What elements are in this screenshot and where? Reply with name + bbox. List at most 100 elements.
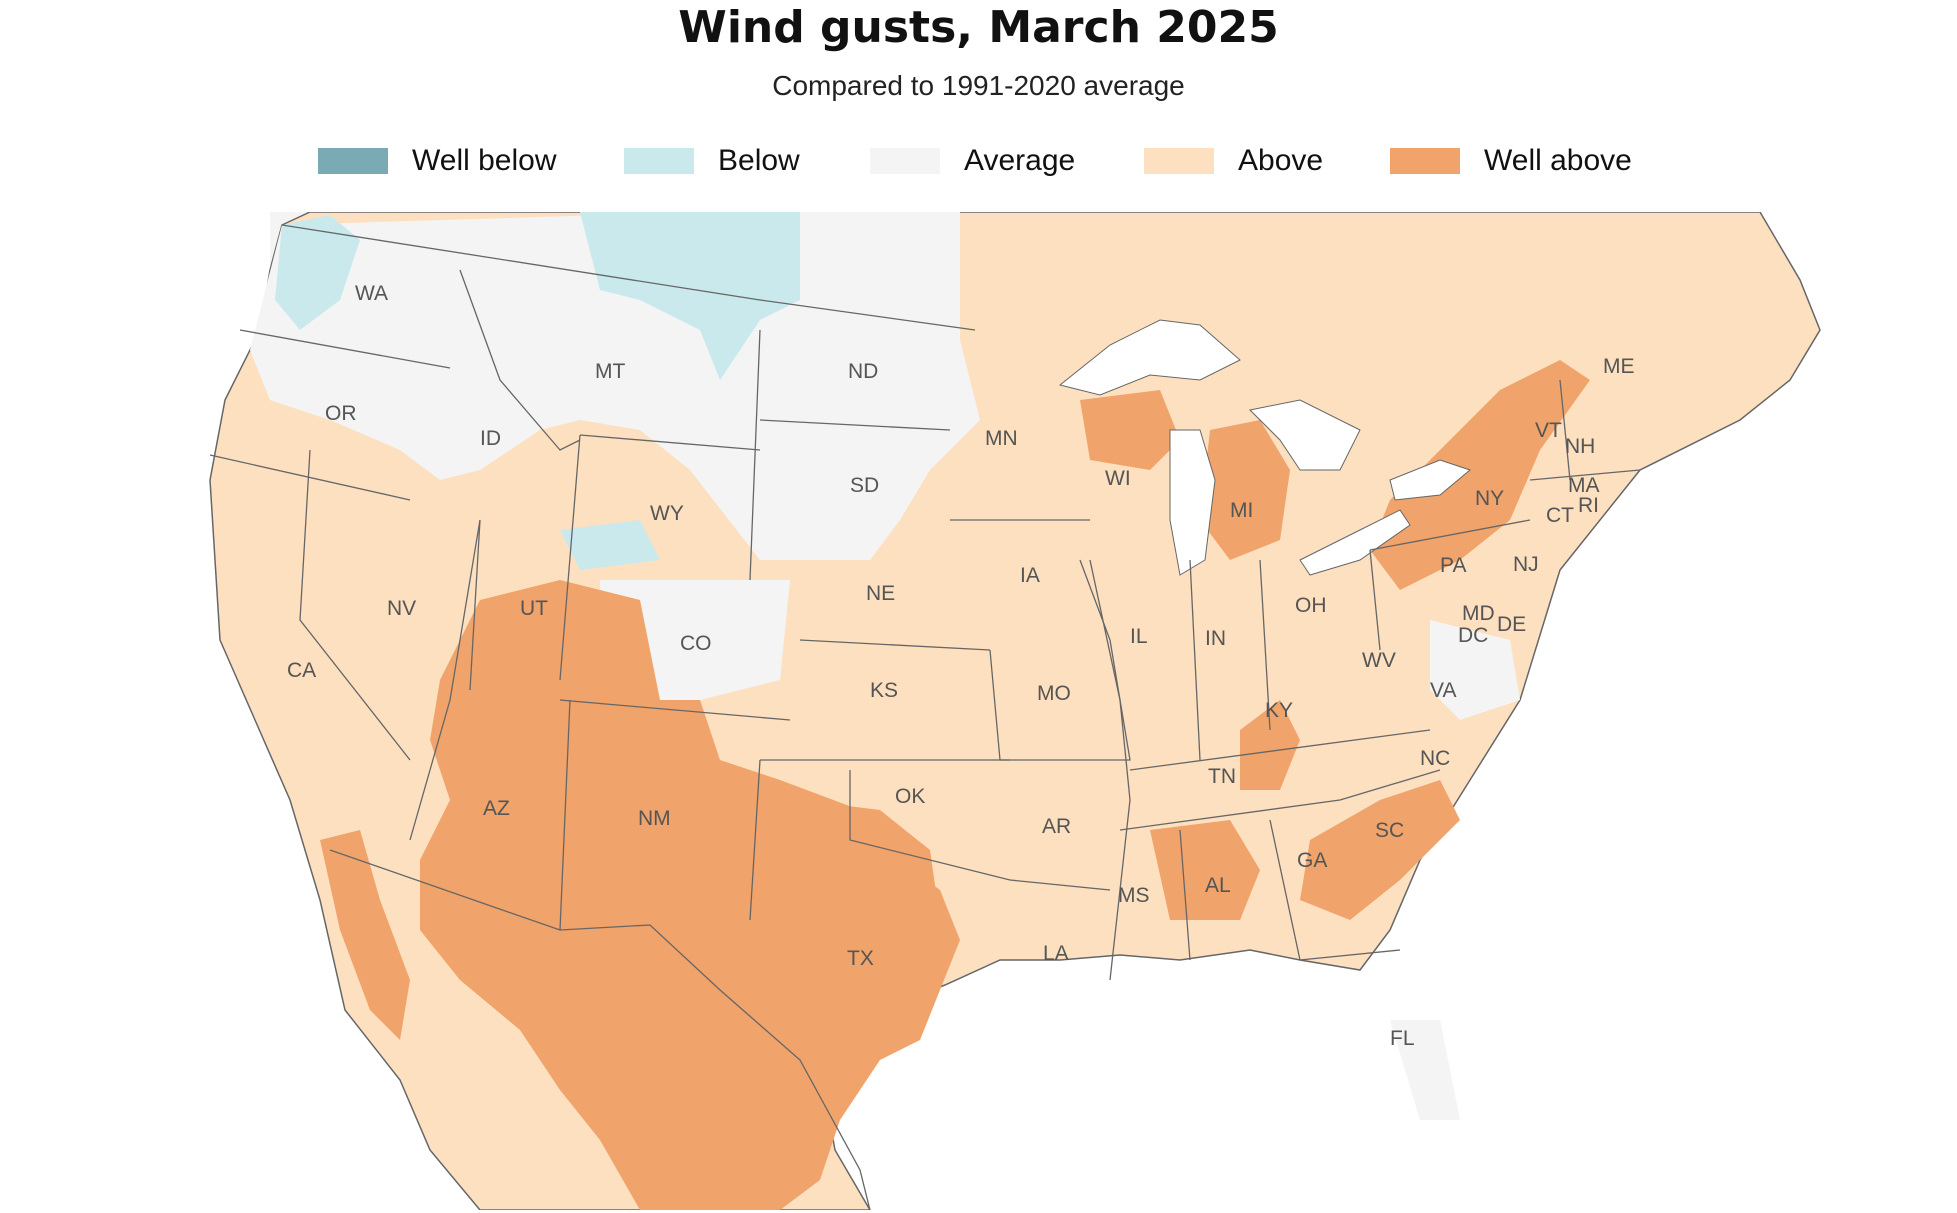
region-well-above-michigan xyxy=(1200,420,1290,560)
lake-superior xyxy=(1058,319,1241,396)
state-label-ct: CT xyxy=(1546,504,1574,527)
region-well-above-wisconsin xyxy=(1080,390,1180,470)
state-label-wy: WY xyxy=(650,502,684,525)
state-label-ga: GA xyxy=(1297,849,1327,872)
state-label-tn: TN xyxy=(1208,765,1236,788)
border-vt-nh xyxy=(1559,379,1571,481)
border-nv-ut xyxy=(469,519,481,691)
state-label-ks: KS xyxy=(870,679,898,702)
border-nc-sc xyxy=(1339,769,1441,801)
region-below-montana xyxy=(580,212,800,380)
state-label-mn: MN xyxy=(985,427,1018,450)
region-well-above-kentucky xyxy=(1240,700,1300,790)
legend-swatch-above xyxy=(1144,148,1214,174)
state-label-de: DE xyxy=(1497,613,1526,636)
legend-label-above: Above xyxy=(1238,144,1324,177)
border-vertical-2 xyxy=(559,434,581,681)
legend-swatch-well-above xyxy=(1390,148,1460,174)
legend-item-average: Average xyxy=(870,143,1075,179)
border-nm-tx xyxy=(749,759,761,921)
state-label-ny: NY xyxy=(1475,487,1504,510)
legend-swatch-average xyxy=(870,148,940,174)
state-label-nm: NM xyxy=(638,807,671,830)
state-label-al: AL xyxy=(1205,874,1231,897)
border-new-england xyxy=(1529,469,1641,481)
border-ok-tx xyxy=(849,770,1011,881)
border-canada xyxy=(281,224,976,331)
border-ms-al xyxy=(1179,829,1191,961)
border-il-in xyxy=(1189,559,1201,761)
state-label-co: CO xyxy=(680,632,712,655)
state-label-mt: MT xyxy=(595,360,625,383)
state-label-ri: RI xyxy=(1578,494,1599,517)
border-mo xyxy=(989,559,1131,761)
map-subtitle: Compared to 1991-2020 average xyxy=(772,70,1185,101)
border-tn-ky xyxy=(1129,729,1431,771)
state-label-dc: DC xyxy=(1458,624,1488,647)
border-ar-la xyxy=(1009,879,1111,891)
state-label-la: LA xyxy=(1043,942,1069,965)
border-wa-or xyxy=(239,329,451,369)
state-label-va: VA xyxy=(1430,679,1456,702)
border-ga-fl xyxy=(1299,949,1401,961)
state-label-in: IN xyxy=(1205,627,1226,650)
state-label-oh: OH xyxy=(1295,594,1327,617)
state-labels: WA OR ID MT ND MN WY SD WI MI NY VT NH M… xyxy=(287,282,1635,1050)
state-label-sc: SC xyxy=(1375,819,1404,842)
region-average-virginia xyxy=(1430,620,1520,720)
lake-michigan xyxy=(1169,429,1216,576)
state-label-az: AZ xyxy=(483,797,510,820)
border-vertical-1 xyxy=(749,329,761,581)
region-well-above-southwest xyxy=(420,580,960,1210)
lake-huron xyxy=(1248,399,1361,471)
region-well-above-alabama xyxy=(1150,820,1260,920)
legend-label-average: Average xyxy=(964,144,1076,177)
state-label-il: IL xyxy=(1130,625,1148,648)
state-label-or: OR xyxy=(325,402,357,425)
state-label-wv: WV xyxy=(1362,649,1396,672)
legend-label-well-below: Well below xyxy=(412,144,557,177)
border-al-ga xyxy=(1269,819,1301,961)
border-mississippi xyxy=(1089,559,1131,981)
state-label-nv: NV xyxy=(387,597,416,620)
legend-swatch-below xyxy=(624,148,694,174)
lake-ontario xyxy=(1389,459,1472,501)
border-az-nm xyxy=(559,699,571,931)
legend: Well below Below Average Above Well abov… xyxy=(0,143,1957,179)
region-below-washington xyxy=(275,215,360,330)
state-label-nd: ND xyxy=(848,360,878,383)
border-or-ca xyxy=(209,454,411,501)
state-label-mo: MO xyxy=(1037,682,1071,705)
border-ne-ks xyxy=(799,639,991,651)
state-label-nh: NH xyxy=(1565,435,1595,458)
state-label-ia: IA xyxy=(1020,564,1040,587)
state-label-ca: CA xyxy=(287,659,316,682)
state-label-tx: TX xyxy=(847,947,874,970)
legend-item-below: Below xyxy=(624,143,800,179)
state-label-nj: NJ xyxy=(1513,553,1539,576)
legend-label-well-above: Well above xyxy=(1484,144,1632,177)
legend-item-well-below: Well below xyxy=(318,143,557,179)
border-pa-ny xyxy=(1369,519,1531,551)
region-well-above-texas-plains xyxy=(790,800,940,1000)
border-nd-sd xyxy=(759,419,951,431)
state-label-ok: OK xyxy=(895,785,925,808)
lake-erie xyxy=(1299,509,1411,576)
border-mt-wy xyxy=(579,434,761,451)
state-label-md: MD xyxy=(1462,602,1495,625)
state-label-mi: MI xyxy=(1230,499,1253,522)
border-co-nm xyxy=(559,699,791,721)
state-label-ky: KY xyxy=(1265,699,1293,722)
state-label-pa: PA xyxy=(1440,554,1466,577)
state-label-wa: WA xyxy=(355,282,388,305)
state-label-wi: WI xyxy=(1105,467,1131,490)
border-tn-south xyxy=(1119,799,1341,831)
state-label-fl: FL xyxy=(1390,1027,1415,1050)
region-well-above-carolinas xyxy=(1300,780,1460,920)
state-label-id: ID xyxy=(480,427,501,450)
border-in-oh xyxy=(1259,559,1271,731)
legend-swatch-well-below xyxy=(318,148,388,174)
legend-label-below: Below xyxy=(718,144,800,177)
border-ca-nv xyxy=(299,449,411,761)
border-vertical-3 xyxy=(409,519,481,841)
